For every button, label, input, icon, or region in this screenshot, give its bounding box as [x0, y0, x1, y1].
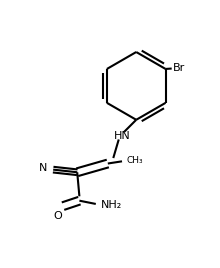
Text: N: N — [39, 163, 48, 173]
Text: HN: HN — [114, 131, 131, 141]
Text: O: O — [53, 210, 62, 221]
Text: NH₂: NH₂ — [101, 200, 123, 210]
Text: Br: Br — [173, 63, 185, 73]
Text: CH₃: CH₃ — [126, 156, 143, 165]
